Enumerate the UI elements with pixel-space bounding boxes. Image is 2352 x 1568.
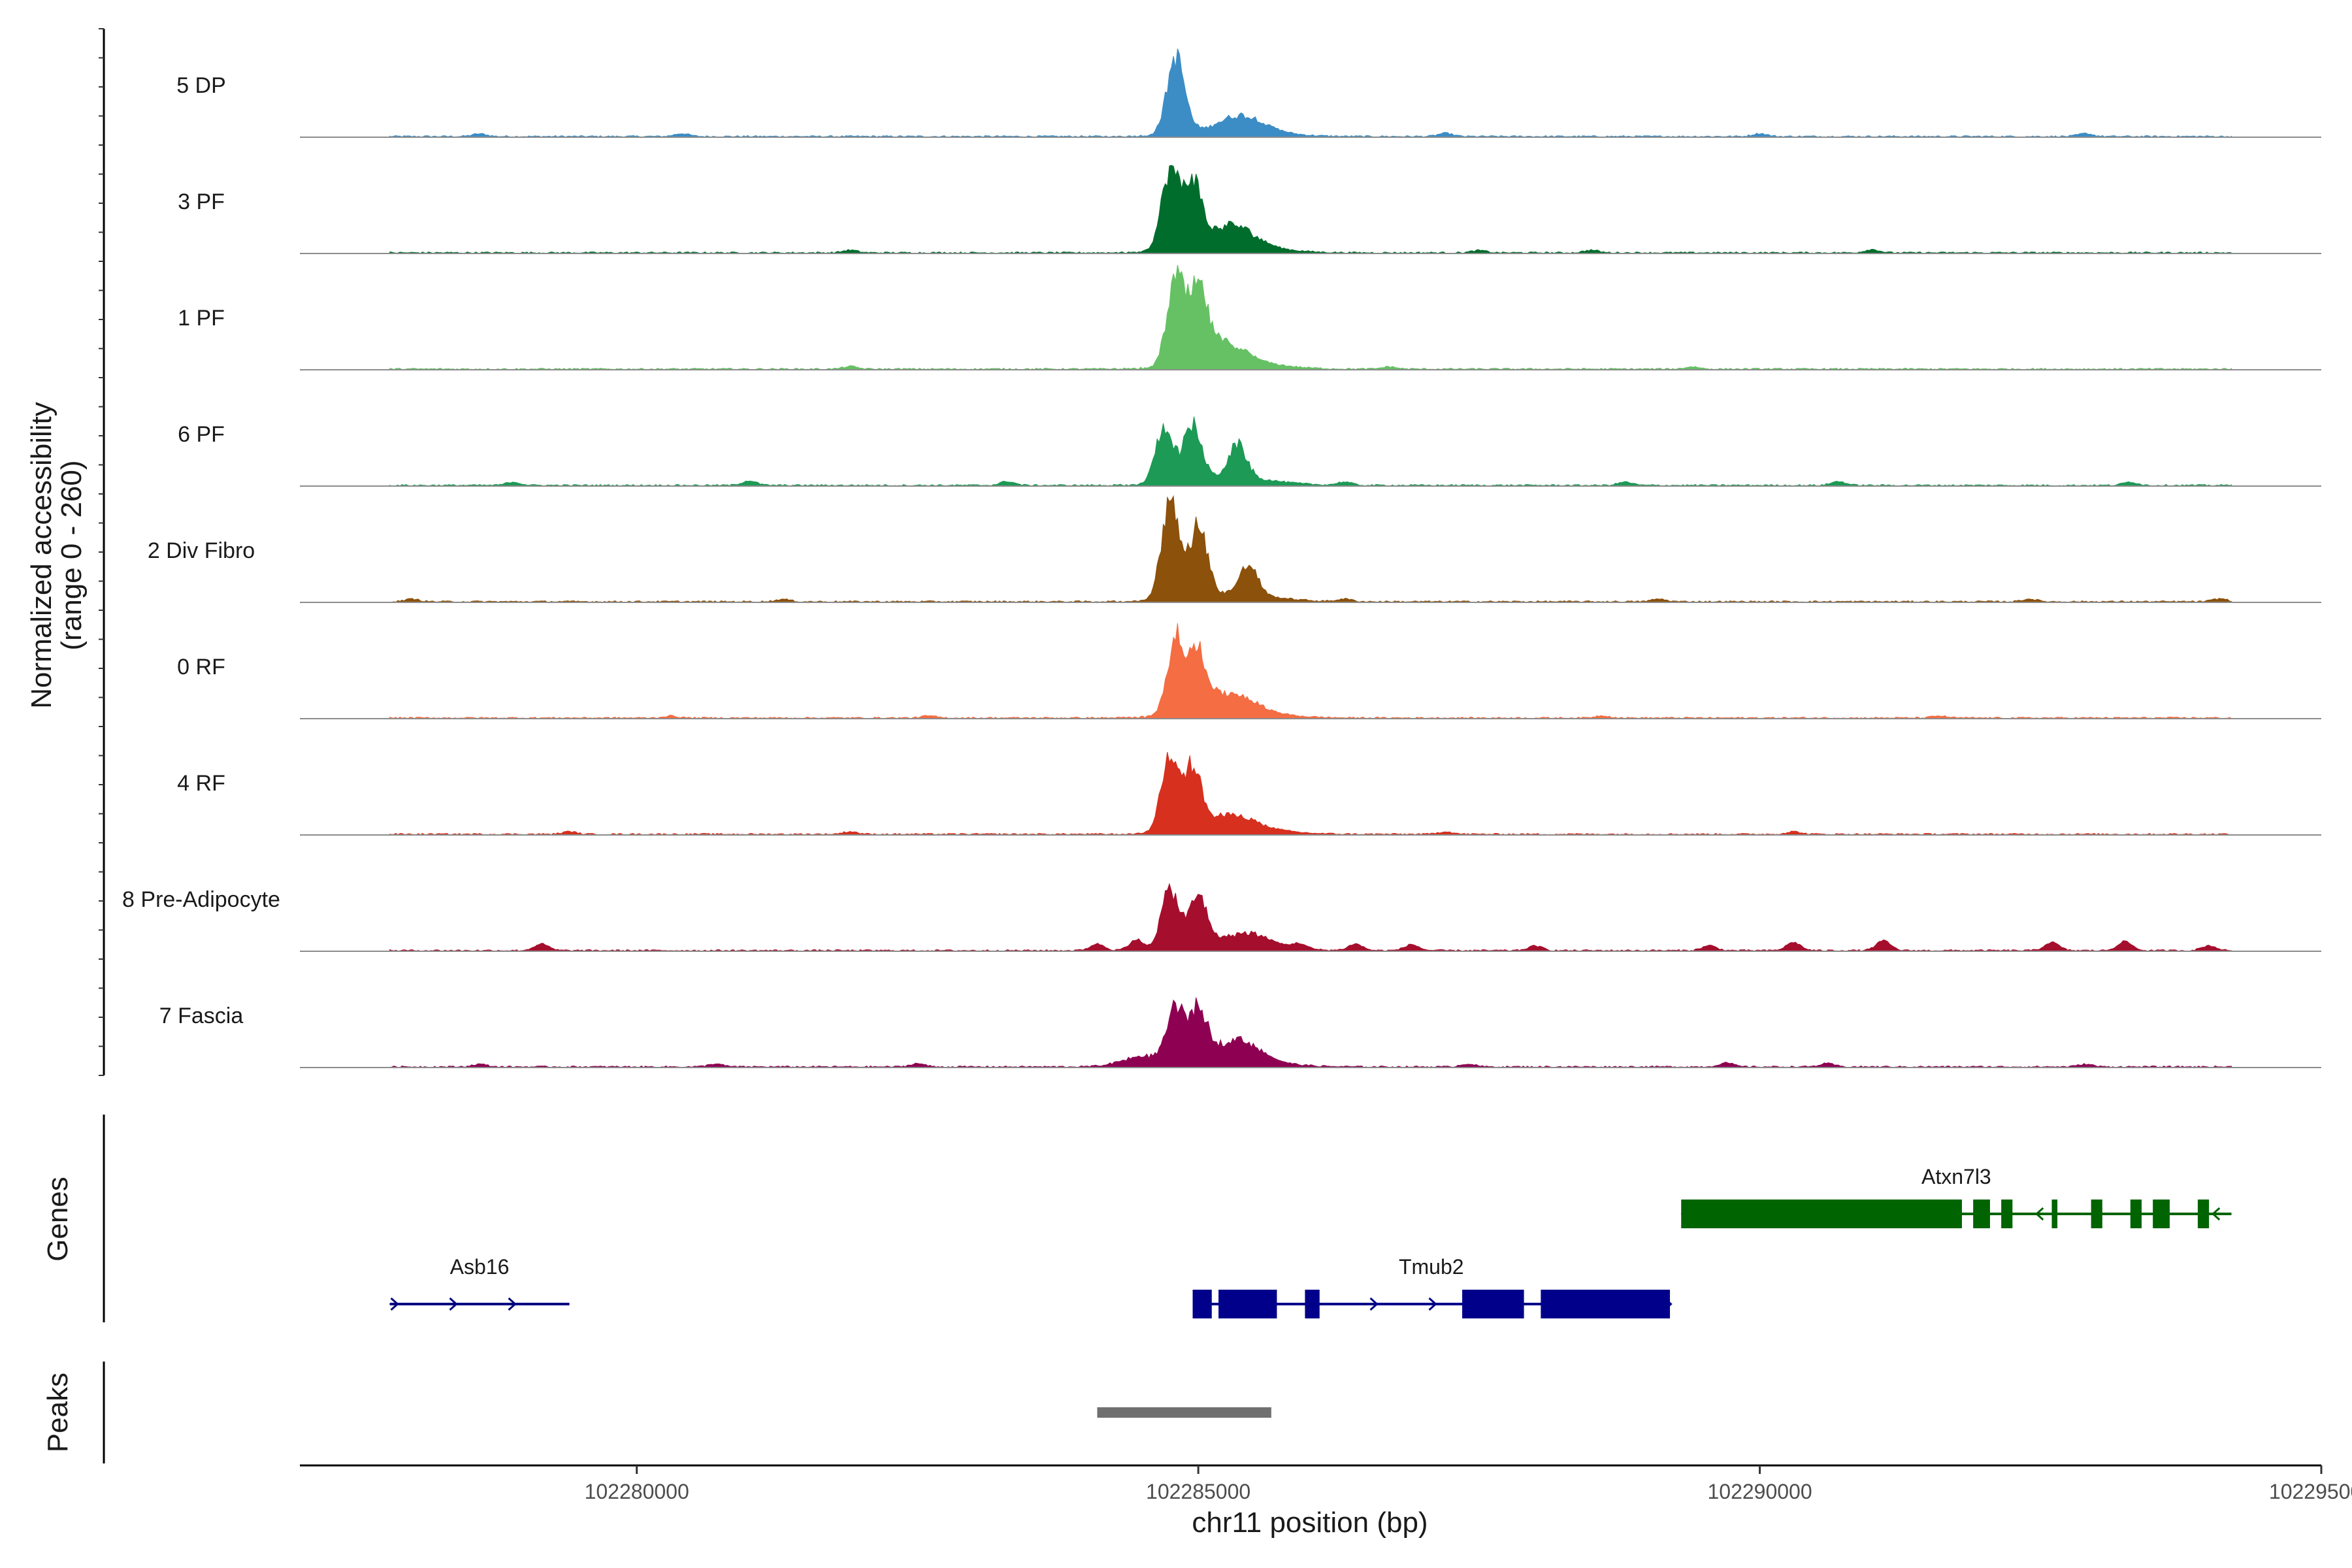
gene-exon	[1681, 1200, 1962, 1228]
gene-exon	[2001, 1200, 2013, 1228]
gene-exon	[1541, 1290, 1671, 1318]
x-tick-label: 102295000	[2269, 1480, 2352, 1503]
coverage-track: 5 DP	[176, 48, 2321, 138]
gene-exon	[2153, 1200, 2170, 1228]
gene-model: Atxn7l3	[1681, 1165, 2232, 1228]
coverage-y-axis	[99, 28, 105, 1076]
coverage-track: 3 PF	[178, 165, 2321, 254]
track-label: 1 PF	[178, 306, 225, 331]
x-axis-title: chr11 position (bp)	[1192, 1507, 1428, 1539]
coverage-area	[389, 165, 2232, 254]
gene-model: Asb16	[389, 1255, 570, 1311]
gene-exon	[1973, 1200, 1990, 1228]
track-label: 2 Div Fibro	[148, 538, 255, 563]
peaks-track: Peaks	[42, 1362, 1271, 1463]
strand-arrow	[1428, 1297, 1437, 1311]
coverage-track: 6 PF	[178, 416, 2321, 487]
gene-exon	[1462, 1290, 1524, 1318]
gene-exon	[2091, 1200, 2102, 1228]
track-label: 3 PF	[178, 189, 225, 214]
gene-label: Atxn7l3	[1921, 1165, 1991, 1188]
strand-arrow	[2211, 1207, 2221, 1221]
gene-exon	[1305, 1290, 1320, 1318]
coverage-area	[389, 495, 2232, 603]
gene-model: Tmub2	[1192, 1255, 1673, 1318]
coverage-area	[389, 997, 2232, 1068]
strand-arrow	[508, 1297, 517, 1311]
x-tick-label: 102290000	[1707, 1480, 1812, 1503]
track-label: 4 RF	[177, 771, 225, 796]
coverage-track: 0 RF	[177, 623, 2321, 719]
coverage-track: 1 PF	[178, 265, 2321, 370]
track-label: 7 Fascia	[159, 1004, 244, 1028]
track-label: 6 PF	[178, 422, 225, 447]
gene-exon	[1192, 1290, 1212, 1318]
y-axis-title-line2: (range 0 - 260)	[56, 460, 88, 650]
gene-exon	[2051, 1200, 2058, 1228]
coverage-area	[389, 416, 2232, 487]
peaks-track-label: Peaks	[42, 1373, 74, 1452]
gene-models: Asb16 Tmub2 Atxn7l3	[389, 1165, 2232, 1318]
x-tick-label: 102280000	[585, 1480, 689, 1503]
y-axis-title-line1: Normalized accessibility	[25, 402, 57, 708]
coverage-area	[389, 48, 2232, 138]
strand-arrow	[2034, 1207, 2044, 1221]
y-axis-title: Normalized accessibility (range 0 - 260)	[25, 402, 88, 708]
coverage-area	[389, 883, 2232, 952]
coverage-tracks: 5 DP 3 PF 1 PF 6 PF 2 Div Fibro 0 RF 4 RF 8 Pre…	[122, 48, 2321, 1068]
coverage-track: 4 RF	[177, 751, 2321, 836]
track-label: 8 Pre-Adipocyte	[122, 887, 280, 912]
gene-exon	[1218, 1290, 1277, 1318]
coverage-area	[389, 623, 2232, 719]
gene-label: Asb16	[450, 1255, 510, 1279]
strand-arrow	[390, 1297, 399, 1311]
coverage-track: 8 Pre-Adipocyte	[122, 883, 2321, 952]
strand-arrow	[1369, 1297, 1379, 1311]
peak-region	[1097, 1407, 1271, 1418]
coverage-area	[389, 265, 2232, 370]
coverage-area	[389, 751, 2232, 836]
peak-regions	[1097, 1407, 1271, 1418]
genes-track: Genes Asb16 Tmub2 Atxn7l3	[42, 1115, 2232, 1322]
gene-label: Tmub2	[1399, 1255, 1464, 1279]
gene-exon	[2197, 1200, 2210, 1228]
track-label: 0 RF	[177, 655, 225, 679]
coverage-track: 2 Div Fibro	[148, 495, 2321, 603]
genes-track-label: Genes	[42, 1177, 74, 1262]
coverage-track: 7 Fascia	[159, 997, 2321, 1068]
strand-arrow	[449, 1297, 458, 1311]
x-axis: chr11 position (bp) 102280000 102285000 10…	[300, 1464, 2352, 1539]
track-label: 5 DP	[176, 73, 226, 98]
gene-exon	[2130, 1200, 2142, 1228]
x-tick-label: 102285000	[1146, 1480, 1250, 1503]
